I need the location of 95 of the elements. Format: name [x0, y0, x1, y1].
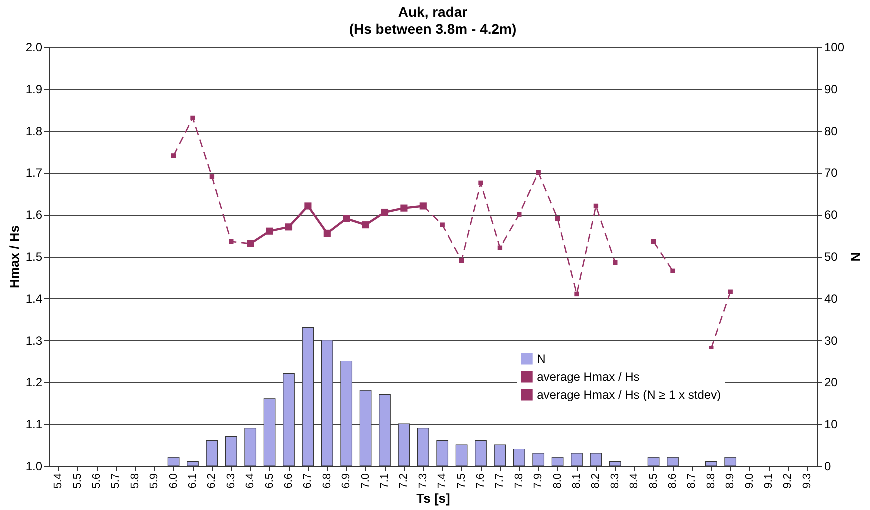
x-tick-label: 8.5	[648, 474, 660, 489]
y2-tick-label: 0	[824, 460, 832, 474]
y-tick-label: 2.0	[26, 40, 43, 54]
x-tick-label: 7.6	[475, 474, 487, 489]
y2-tick-label: 80	[824, 124, 838, 138]
legend-label: N	[537, 352, 546, 366]
x-tick-label: 9.3	[801, 474, 814, 489]
x-tick-label: 9.2	[782, 474, 794, 489]
point	[478, 180, 484, 186]
legend-label: average Hmax / Hs	[537, 370, 640, 384]
point	[459, 258, 464, 264]
x-tick-label: 8.7	[686, 474, 698, 489]
point	[517, 212, 522, 217]
y-tick-label: 1.2	[26, 376, 43, 390]
point	[171, 154, 176, 158]
x-tick-label: 8.4	[628, 474, 641, 489]
chart-subtitle: (Hs between 3.8m - 4.2m)	[349, 21, 517, 37]
point	[728, 290, 733, 294]
y2-tick-label: 20	[824, 376, 838, 390]
point	[440, 222, 445, 228]
point	[229, 239, 234, 244]
x-tick-label: 6.2	[206, 474, 218, 489]
point	[670, 268, 676, 274]
x-tick-label: 8.1	[571, 474, 583, 489]
x-tick-label: 7.9	[532, 474, 545, 489]
chart-title: Auk, radar	[398, 4, 468, 20]
x-tick-label: 8.2	[590, 474, 602, 489]
y-tick-label: 1.5	[26, 250, 43, 264]
x-tick-label: 6.0	[168, 474, 180, 489]
x-tick-label: 7.8	[513, 474, 526, 489]
y-tick-label: 1.1	[26, 418, 43, 432]
x-tick-label: 5.8	[129, 474, 142, 489]
x-tick-label: 5.7	[110, 474, 122, 489]
point	[266, 228, 274, 235]
y-tick-label: 1.8	[26, 124, 43, 138]
x-tick-label: 5.5	[72, 474, 84, 489]
y-axis-title: Hmax / Hs	[6, 226, 22, 288]
y2-tick-label: 70	[824, 166, 838, 180]
point	[304, 202, 312, 210]
x-tick-label: 7.0	[360, 474, 372, 489]
x-tick-label: 7.5	[456, 474, 468, 489]
point	[343, 215, 350, 222]
y2-tick-label: 50	[824, 250, 838, 264]
x-tick-label: 6.3	[225, 474, 238, 489]
y2-tick-label: 30	[824, 334, 838, 348]
x-tick-label: 6.9	[340, 474, 353, 489]
x-tick-label: 8.6	[667, 474, 679, 489]
x-tick-label: 9.0	[744, 474, 756, 489]
x-tick-label: 6.5	[264, 474, 276, 489]
point	[613, 260, 618, 266]
x-tick-label: 8.3	[609, 474, 622, 489]
legend-label: average Hmax / Hs (N ≥ 1 x stdev)	[537, 388, 722, 402]
x-tick-label: 7.2	[398, 474, 410, 489]
x-tick-label: 5.4	[52, 474, 65, 489]
point	[536, 170, 541, 176]
point	[400, 204, 408, 212]
x-tick-label: 7.1	[379, 474, 391, 489]
x-tick-label: 6.7	[302, 474, 314, 489]
point	[210, 174, 215, 180]
point	[574, 292, 580, 297]
x-tick-label: 6.1	[187, 474, 199, 489]
x-tick-label: 6.8	[321, 474, 334, 489]
y2-axis-title: N	[848, 252, 864, 262]
y2-tick-label: 90	[824, 82, 838, 96]
point	[555, 216, 560, 222]
point	[594, 204, 599, 209]
point	[324, 230, 331, 237]
x-tick-label: 6.6	[283, 474, 295, 489]
y-tick-label: 1.3	[26, 334, 43, 348]
y-tick-label: 1.9	[26, 82, 43, 96]
x-tick-label: 8.9	[724, 474, 737, 489]
y-tick-label: 1.4	[26, 292, 43, 306]
x-tick-label: 8.0	[552, 474, 564, 489]
x-tick-label: 9.1	[763, 474, 775, 489]
y-tick-label: 1.6	[26, 208, 43, 222]
y-tick-label: 1.7	[26, 166, 43, 180]
y2-tick-label: 60	[824, 208, 838, 222]
point	[381, 208, 389, 216]
x-tick-label: 8.8	[705, 474, 718, 489]
x-tick-label: 7.3	[417, 474, 430, 489]
x-tick-label: 7.4	[436, 474, 449, 489]
point	[285, 224, 293, 231]
x-tick-label: 7.7	[494, 474, 506, 489]
y2-tick-label: 100	[824, 40, 845, 54]
point	[651, 239, 656, 244]
x-tick-label: 5.9	[148, 474, 161, 489]
x-tick-label: 5.6	[91, 474, 103, 489]
y-tick-label: 1.0	[26, 460, 43, 474]
x-tick-label: 6.4	[244, 474, 257, 489]
x-axis-title: Ts [s]	[416, 490, 450, 506]
y2-tick-label: 40	[824, 292, 838, 306]
y2-tick-label: 10	[824, 418, 838, 432]
point	[190, 116, 196, 121]
point	[362, 222, 370, 229]
point	[498, 246, 503, 250]
